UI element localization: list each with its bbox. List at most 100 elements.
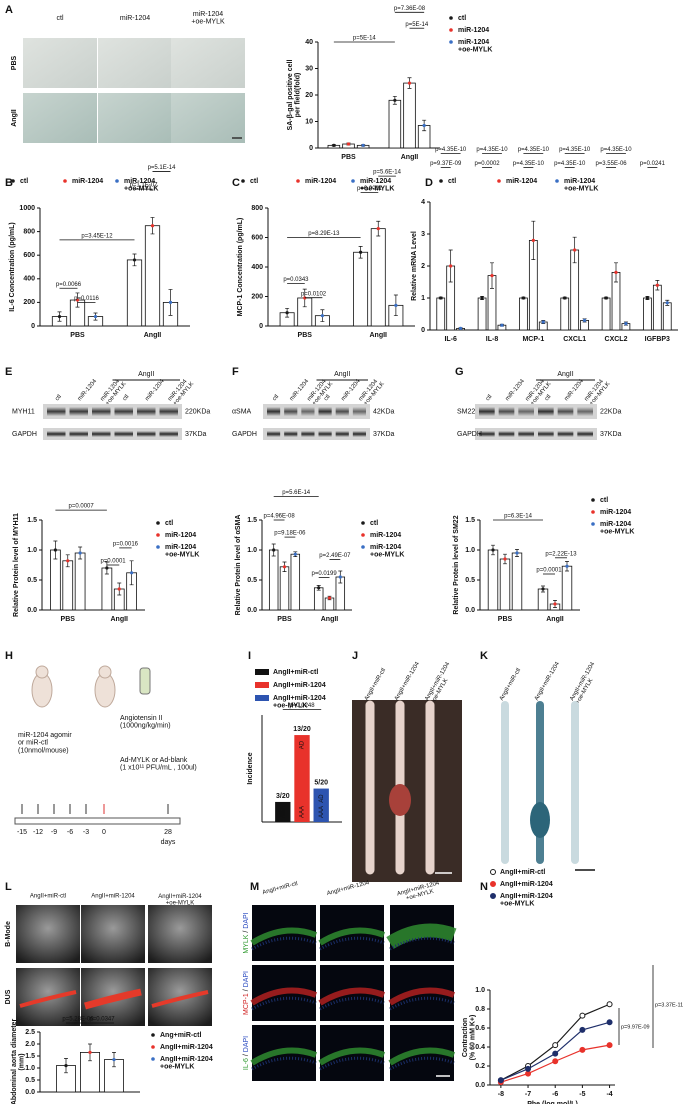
legend-marker xyxy=(361,545,365,549)
tissue xyxy=(388,1047,456,1066)
x-tick-label: AngII xyxy=(144,332,162,339)
column-label: AngII+miR-ctl xyxy=(364,667,387,701)
blot-band xyxy=(114,407,133,416)
p-value: p=5.28E-06 xyxy=(62,1017,94,1023)
legend-swatch xyxy=(255,695,269,701)
bar xyxy=(662,302,672,331)
p-value: p=5.6E-14 xyxy=(373,170,402,176)
y-axis-label: Contraction(% 60 mM K+) xyxy=(462,1015,477,1061)
band-name: αSMA xyxy=(232,408,252,415)
micrograph xyxy=(171,38,245,88)
nuclei xyxy=(251,936,317,951)
marker xyxy=(579,1012,586,1019)
y-tick-label: 1.0 xyxy=(465,547,475,554)
bar-text: AD xyxy=(280,807,286,816)
row-label-marker: MYLK xyxy=(243,934,250,953)
panel-label: G xyxy=(455,366,464,378)
x-tick-label: PBS xyxy=(498,616,513,623)
y-tick-label: 0.0 xyxy=(25,1089,35,1096)
legend-marker xyxy=(449,28,453,32)
y-tick-label: 0.0 xyxy=(475,1082,485,1089)
bar xyxy=(643,297,652,331)
legend-marker xyxy=(151,1033,155,1037)
y-tick-label: 600 xyxy=(23,252,35,259)
tissue xyxy=(318,1047,386,1066)
blot-band xyxy=(518,407,534,416)
ultrasound xyxy=(148,905,212,963)
panel-label: A xyxy=(5,4,13,16)
data-point xyxy=(93,314,98,319)
y-tick-label: 800 xyxy=(251,205,263,212)
marker xyxy=(525,1065,532,1072)
timeline-label: -3 xyxy=(83,829,89,836)
lane-label: miR-1204+oe-MYLK xyxy=(306,377,334,407)
y-tick-label: 0.5 xyxy=(27,577,37,584)
data-point xyxy=(317,586,321,590)
y-tick-label: 400 xyxy=(251,264,263,271)
column-label: AngII+miR-1204+oe-MYLK xyxy=(424,661,457,706)
column-label: AngII+miR-1204+oe-MYLK xyxy=(396,880,442,904)
legend-label: miR-1204 xyxy=(600,509,631,516)
legend-marker xyxy=(115,179,119,183)
blot-band xyxy=(577,407,593,416)
y-tick-label: 0 xyxy=(259,323,263,330)
y-tick-label: 2 xyxy=(421,263,425,270)
lane-label: miR-1204 xyxy=(144,378,166,402)
legend-label: ctl xyxy=(370,520,378,527)
tissue xyxy=(318,927,386,946)
y-tick-label: 0 xyxy=(309,145,313,152)
legend-marker xyxy=(11,179,15,183)
bar xyxy=(388,99,402,149)
legend-label: AngII+miR-1204 xyxy=(160,1044,213,1051)
legend-label: miR-1204 xyxy=(370,532,401,539)
doppler xyxy=(19,990,77,1008)
bar-text: AD xyxy=(300,740,306,749)
row-label: IL-6 / DAPI xyxy=(243,1036,250,1070)
data-point xyxy=(565,564,569,568)
blot-band xyxy=(267,407,281,416)
data-point xyxy=(272,548,276,552)
legend-label: miR-1204 xyxy=(458,27,489,34)
p-value: p=0.0002 xyxy=(474,161,500,167)
data-point xyxy=(553,602,557,606)
data-point xyxy=(393,98,397,102)
blot-band xyxy=(538,431,554,437)
p-value: p=5E-14 xyxy=(353,36,377,42)
p-value: p=0.0347 xyxy=(89,1017,115,1023)
row-label: DUS xyxy=(5,989,12,1004)
legend-marker xyxy=(439,179,443,183)
data-point xyxy=(66,559,70,563)
x-tick-label: PBS xyxy=(277,616,292,623)
p-value: p=4.35E-10 xyxy=(476,147,508,153)
lane-label: ctl xyxy=(485,394,493,402)
p-value: p=9.97E-09 xyxy=(621,1024,650,1030)
bar xyxy=(487,549,499,611)
blot-band xyxy=(498,407,515,416)
x-tick-label: -8 xyxy=(498,1091,504,1098)
marker xyxy=(497,1077,504,1084)
data-point xyxy=(361,143,365,147)
p-value: p=4.35E-10 xyxy=(435,147,467,153)
timeline xyxy=(14,817,181,825)
x-tick-label: -5 xyxy=(579,1091,585,1098)
legend-marker xyxy=(490,869,496,875)
data-point xyxy=(88,1050,92,1054)
row-label: AngII xyxy=(11,109,18,127)
legend-label: ctl xyxy=(458,15,466,22)
pump xyxy=(139,667,151,695)
row-label-stain: DAPI xyxy=(243,912,250,928)
column-label: miR-1204 +oe-MYLK xyxy=(191,11,225,26)
y-tick-label: 0.5 xyxy=(25,1077,35,1084)
panel-label: J xyxy=(352,650,358,662)
y-tick-label: 0.6 xyxy=(475,1025,485,1032)
data-point xyxy=(117,587,121,591)
timeline-label: 28 xyxy=(164,829,172,836)
x-tick-label: CXCL2 xyxy=(605,336,628,343)
x-tick-label: AngII xyxy=(111,616,129,623)
marker xyxy=(552,1058,559,1065)
doppler xyxy=(84,988,142,1010)
y-tick-label: 400 xyxy=(23,276,35,283)
p-value: p=5.1E-14 xyxy=(148,165,177,171)
p-value: p=1.1E-07 xyxy=(130,183,159,189)
x-tick-label: CXCL1 xyxy=(563,336,586,343)
